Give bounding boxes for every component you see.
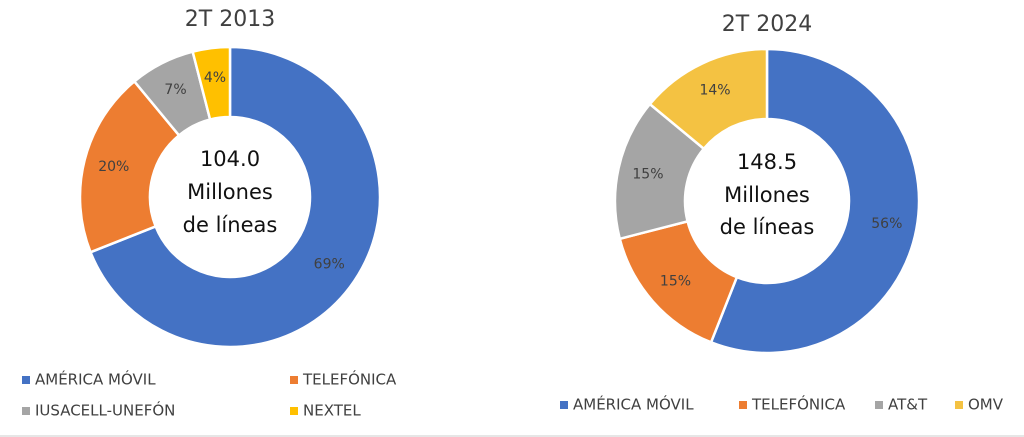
center-text: Millones bbox=[187, 180, 273, 204]
value-label: 7% bbox=[164, 82, 186, 98]
donut-segment bbox=[191, 45, 232, 122]
value-label: 69% bbox=[314, 256, 345, 272]
center-text: Millones bbox=[724, 183, 810, 207]
legend-marker bbox=[22, 376, 30, 384]
legend-marker bbox=[739, 401, 747, 409]
chart-title: 2T 2013 bbox=[185, 7, 275, 32]
value-label: 20% bbox=[98, 159, 129, 175]
donut-segment bbox=[78, 79, 181, 254]
center-text: 104.0 bbox=[200, 147, 260, 171]
legend-marker bbox=[560, 401, 568, 409]
donut-segment bbox=[648, 47, 769, 151]
value-label: 14% bbox=[699, 83, 730, 99]
donut-segment bbox=[88, 45, 382, 349]
legend-label: AMÉRICA MÓVIL bbox=[573, 395, 694, 414]
value-label: 4% bbox=[204, 70, 226, 86]
value-label: 15% bbox=[632, 166, 663, 182]
legend-label: NEXTEL bbox=[303, 402, 361, 420]
value-label: 56% bbox=[871, 216, 902, 232]
legend-marker bbox=[955, 401, 963, 409]
center-text: de líneas bbox=[183, 213, 278, 237]
center-text: de líneas bbox=[720, 215, 815, 239]
donut-segment bbox=[709, 47, 921, 355]
legend-marker bbox=[22, 407, 30, 415]
legend-marker bbox=[875, 401, 883, 409]
legend-marker bbox=[290, 376, 298, 384]
legend-label: AMÉRICA MÓVIL bbox=[35, 370, 156, 389]
legend-label: IUSACELL-UNEFÓN bbox=[35, 401, 175, 420]
value-label: 15% bbox=[660, 274, 691, 290]
chart-title: 2T 2024 bbox=[722, 12, 812, 37]
legend-label: OMV bbox=[968, 396, 1004, 414]
legend-label: TELEFÓNICA bbox=[751, 395, 846, 414]
legend-label: TELEFÓNICA bbox=[302, 370, 397, 389]
legend-label: AT&T bbox=[888, 396, 928, 414]
legend-marker bbox=[290, 407, 298, 415]
center-text: 148.5 bbox=[737, 150, 797, 174]
